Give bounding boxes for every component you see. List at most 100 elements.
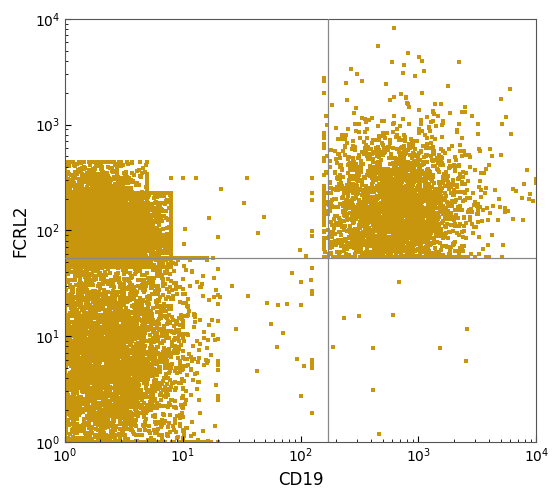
Point — [122, 408, 131, 416]
Point — [99, 186, 108, 194]
Point — [130, 305, 139, 313]
Point — [359, 204, 368, 212]
Point — [139, 212, 148, 220]
Point — [382, 253, 391, 261]
Point — [124, 294, 133, 302]
Point — [63, 202, 72, 209]
Point — [84, 239, 93, 247]
Point — [320, 219, 329, 227]
Point — [142, 224, 151, 232]
Point — [116, 396, 125, 404]
Point — [125, 208, 134, 216]
Point — [60, 264, 69, 272]
Point — [122, 392, 131, 400]
Point — [362, 195, 371, 203]
Point — [87, 193, 96, 201]
Point — [85, 304, 94, 312]
Point — [137, 188, 146, 196]
Point — [114, 316, 123, 324]
Point — [106, 200, 115, 208]
Point — [137, 204, 146, 212]
Point — [125, 248, 134, 256]
Point — [367, 214, 376, 222]
Point — [116, 254, 125, 262]
Point — [111, 264, 120, 272]
Point — [77, 226, 86, 234]
Point — [139, 263, 148, 271]
Point — [118, 438, 127, 446]
Point — [83, 264, 92, 272]
Point — [88, 392, 97, 400]
Point — [119, 251, 128, 259]
Point — [115, 264, 124, 272]
Point — [102, 264, 111, 272]
Point — [133, 358, 142, 366]
Point — [141, 230, 150, 238]
Point — [118, 342, 127, 350]
Point — [111, 274, 120, 282]
Point — [166, 258, 175, 266]
Point — [77, 264, 86, 272]
Point — [99, 304, 108, 312]
Point — [123, 366, 132, 374]
Point — [137, 364, 146, 372]
Point — [88, 438, 97, 446]
Point — [60, 362, 69, 370]
Point — [71, 340, 80, 347]
Point — [414, 128, 423, 136]
Point — [60, 219, 69, 227]
Point — [116, 326, 125, 334]
Point — [127, 224, 136, 232]
Point — [330, 148, 339, 156]
Point — [80, 170, 88, 178]
Point — [95, 377, 104, 385]
Point — [134, 402, 143, 410]
Point — [354, 198, 363, 206]
Point — [138, 356, 147, 364]
Point — [60, 199, 69, 207]
Point — [75, 196, 84, 204]
Point — [96, 210, 105, 218]
Point — [148, 264, 157, 272]
Point — [60, 334, 69, 342]
Point — [381, 229, 390, 237]
Point — [78, 408, 87, 416]
Point — [61, 438, 70, 446]
Point — [71, 426, 80, 434]
Point — [142, 318, 151, 326]
Point — [74, 264, 83, 272]
Point — [110, 254, 119, 262]
Point — [157, 191, 166, 199]
Point — [123, 206, 132, 214]
Point — [71, 294, 80, 302]
Point — [414, 196, 423, 204]
Point — [88, 264, 97, 272]
Point — [132, 228, 141, 236]
Point — [352, 229, 361, 237]
Point — [366, 253, 375, 261]
Point — [132, 288, 141, 296]
Point — [60, 190, 69, 198]
Point — [114, 438, 123, 446]
Point — [405, 191, 414, 199]
Point — [60, 416, 69, 424]
Point — [60, 312, 69, 320]
Point — [115, 328, 124, 336]
Point — [60, 344, 69, 351]
Point — [124, 264, 133, 272]
Point — [352, 186, 361, 194]
Point — [404, 199, 413, 207]
Point — [119, 254, 128, 262]
Point — [99, 349, 108, 357]
Point — [126, 222, 135, 230]
Point — [73, 376, 82, 384]
Point — [73, 269, 82, 277]
Point — [99, 216, 108, 224]
Point — [129, 250, 138, 258]
Point — [60, 258, 69, 266]
Point — [60, 328, 69, 336]
Point — [124, 410, 133, 418]
Point — [346, 172, 355, 180]
Point — [69, 204, 78, 212]
Point — [158, 190, 167, 198]
